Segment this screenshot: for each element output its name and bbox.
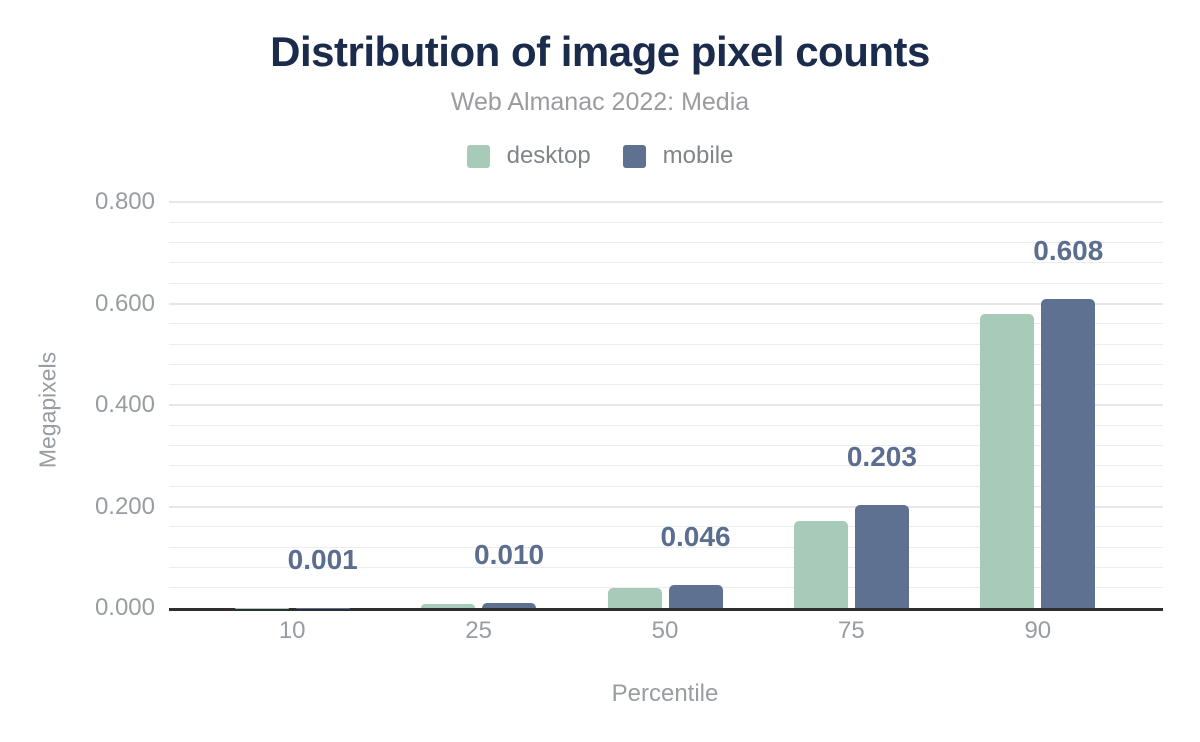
y-gridline-minor (169, 485, 1163, 487)
bar-mobile-p90[interactable] (1041, 299, 1096, 608)
legend-item-mobile: mobile (622, 142, 734, 170)
bar-desktop-p90[interactable] (980, 313, 1035, 608)
y-gridline-major (169, 302, 1163, 305)
y-gridline-minor (169, 282, 1163, 284)
chart-subtitle: Web Almanac 2022: Media (450, 88, 750, 116)
y-axis-tick-label: 0.200 (94, 492, 155, 520)
y-axis-tick-label: 0.800 (94, 188, 155, 215)
bar-desktop-p75[interactable] (793, 520, 848, 608)
y-gridline-minor (169, 363, 1163, 365)
bar-mobile-p25[interactable] (482, 602, 537, 608)
bar-desktop-p25[interactable] (421, 603, 476, 608)
bar-value-label: 0.046 (660, 520, 731, 552)
y-gridline-minor (169, 262, 1163, 264)
y-gridline-major (169, 505, 1163, 508)
y-gridline-minor (169, 587, 1163, 589)
x-axis-tick-label: 90 (1024, 617, 1052, 644)
legend-swatch-desktop (466, 144, 490, 168)
y-axis-title: Megapixels (34, 351, 61, 469)
y-gridline-major (169, 404, 1163, 406)
y-gridline-minor (169, 343, 1163, 345)
y-gridline-minor (169, 323, 1163, 325)
legend-item-desktop: desktop (466, 142, 591, 170)
x-axis-tick-label: 75 (838, 617, 865, 644)
bar-value-label: 0.001 (287, 543, 358, 575)
chart-title: Distribution of image pixel counts (270, 28, 930, 75)
x-axis-title: Percentile (611, 680, 719, 707)
legend: desktop mobile (0, 142, 1200, 170)
bar-desktop-p10[interactable] (234, 607, 289, 608)
y-gridline-minor (169, 566, 1163, 568)
bar-value-label: 0.608 (1033, 235, 1104, 267)
y-gridline-minor (169, 445, 1163, 447)
y-axis-tick-label: 0.400 (94, 391, 155, 418)
y-axis-tick-label: 0.000 (94, 594, 155, 621)
x-axis-tick-label: 25 (465, 617, 492, 644)
bar-value-label: 0.203 (846, 441, 917, 472)
y-gridline-minor (169, 242, 1163, 244)
y-gridline-minor (169, 384, 1163, 386)
legend-swatch-mobile (622, 144, 646, 168)
x-axis-line (169, 608, 1163, 611)
x-axis-tick-label: 50 (651, 617, 679, 644)
y-gridline-minor (169, 221, 1163, 223)
y-gridline-minor (169, 526, 1163, 528)
bar-desktop-p50[interactable] (607, 587, 662, 608)
bar-mobile-p10[interactable] (295, 607, 350, 608)
legend-label-mobile: mobile (662, 142, 734, 169)
bar-mobile-p50[interactable] (668, 584, 723, 608)
y-gridline-major (169, 201, 1163, 203)
bar-value-label: 0.010 (474, 538, 545, 570)
bar-mobile-p75[interactable] (854, 505, 909, 608)
y-axis-tick-label: 0.600 (94, 289, 155, 317)
legend-label-desktop: desktop (506, 142, 591, 169)
y-gridline-minor (169, 424, 1163, 426)
y-gridline-minor (169, 546, 1163, 548)
y-gridline-minor (169, 465, 1163, 467)
x-axis-tick-label: 10 (278, 617, 306, 644)
